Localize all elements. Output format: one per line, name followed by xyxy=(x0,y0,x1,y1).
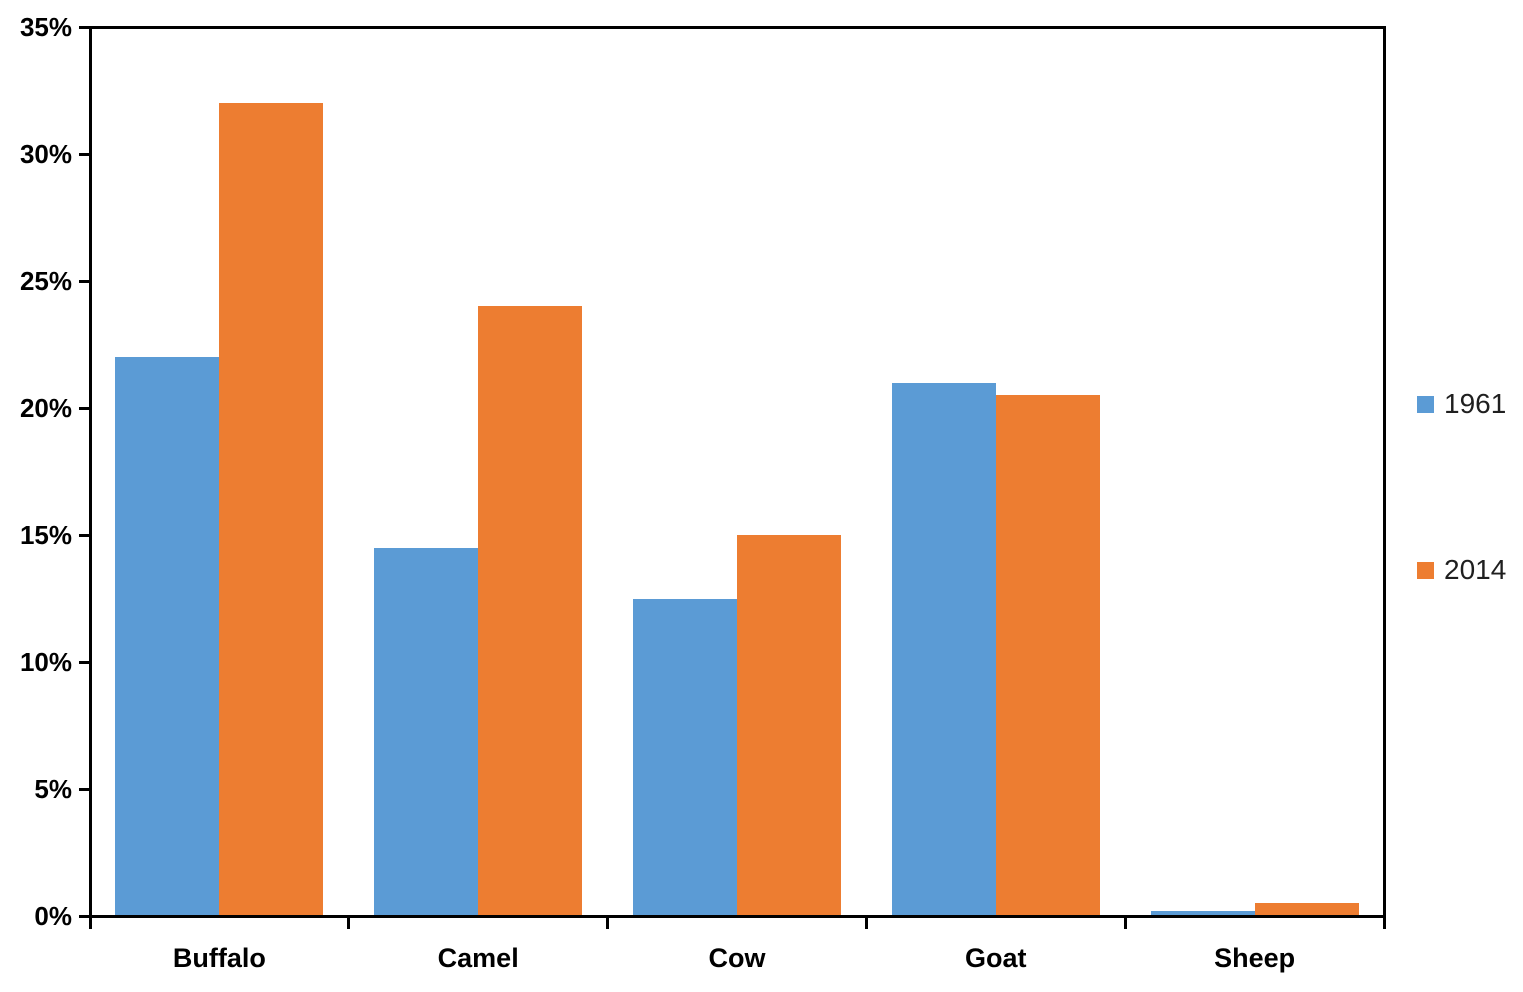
bar-goat-1961 xyxy=(891,382,996,916)
category-label-camel: Camel xyxy=(437,943,519,973)
legend-label: 2014 xyxy=(1444,554,1507,585)
y-axis-tick-label: 20% xyxy=(19,393,72,423)
bar-camel-1961 xyxy=(374,547,479,916)
legend-swatch-icon xyxy=(1417,395,1434,413)
y-axis-tick-label: 5% xyxy=(34,774,72,804)
bar-buffalo-1961 xyxy=(115,357,220,916)
x-axis-tick xyxy=(864,916,868,929)
legend-label: 1961 xyxy=(1444,388,1507,419)
x-axis-tick xyxy=(606,916,610,929)
legend-item-2014: 2014 xyxy=(1417,553,1506,587)
category-label-goat: Goat xyxy=(965,943,1027,973)
y-axis-tick xyxy=(79,914,90,918)
legend-item-1961: 1961 xyxy=(1417,387,1506,421)
y-axis-tick xyxy=(79,406,90,410)
category-label-cow: Cow xyxy=(708,943,766,973)
legend-swatch-icon xyxy=(1417,561,1434,579)
y-axis-tick xyxy=(79,660,90,664)
bar-cow-1961 xyxy=(633,598,737,916)
y-axis-tick-label: 35% xyxy=(19,12,72,42)
y-axis-tick-label: 25% xyxy=(19,266,72,296)
bar-camel-2014 xyxy=(478,306,583,916)
x-axis-tick xyxy=(347,916,351,929)
bar-cow-2014 xyxy=(737,535,841,916)
y-axis-tick-label: 0% xyxy=(34,901,72,931)
y-axis-tick xyxy=(79,152,90,156)
y-axis-tick xyxy=(79,25,90,29)
y-axis-tick xyxy=(79,279,90,283)
y-axis-tick-label: 15% xyxy=(19,520,72,550)
category-label-sheep: Sheep xyxy=(1214,943,1296,973)
bar-sheep-1961 xyxy=(1150,910,1255,916)
category-label-buffalo: Buffalo xyxy=(172,943,266,973)
y-axis-tick xyxy=(79,787,90,791)
y-axis-tick-label: 10% xyxy=(19,647,72,677)
x-axis-tick xyxy=(88,916,92,929)
y-axis-tick-label: 30% xyxy=(19,139,72,169)
y-axis-tick xyxy=(79,533,90,537)
x-axis-tick xyxy=(1123,916,1127,929)
x-axis-tick xyxy=(1382,916,1386,929)
bar-sheep-2014 xyxy=(1254,903,1359,916)
bar-goat-2014 xyxy=(995,395,1100,916)
bar-buffalo-2014 xyxy=(219,103,324,916)
